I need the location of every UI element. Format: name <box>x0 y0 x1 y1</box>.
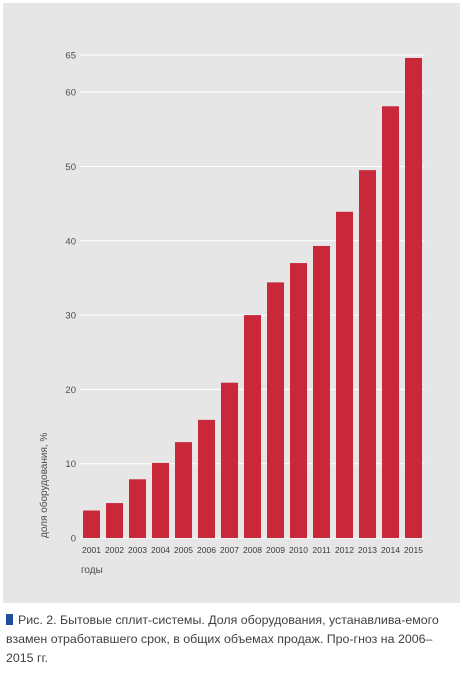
bar-2008 <box>243 315 262 538</box>
bar-2001 <box>82 510 101 538</box>
x-tick-label-2006: 2006 <box>197 545 216 555</box>
bar-2013 <box>358 170 377 538</box>
x-tick-label-2008: 2008 <box>243 545 262 555</box>
bar-2004 <box>151 462 170 538</box>
bar-2006 <box>197 419 216 538</box>
bars <box>82 57 423 538</box>
x-tick-labels: 2001 2002 2003 2004 2005 2006 2007 2008 2009 2010… <box>82 545 423 555</box>
bar-chart: 0 10 20 30 40 50 60 65 2001 2002 2003 2004 2005 2006… <box>38 51 425 576</box>
y-tick-label-60: 60 <box>65 88 76 99</box>
bar-2010 <box>289 263 308 538</box>
x-tick-label-2003: 2003 <box>128 545 147 555</box>
bar-2009 <box>266 282 285 538</box>
chart-panel: 0 10 20 30 40 50 60 65 2001 2002 2003 2004 2005 2006… <box>3 3 460 603</box>
x-tick-label-2001: 2001 <box>82 545 101 555</box>
caption-text: Рис. 2. Бытовые сплит-системы. Доля обор… <box>6 613 439 665</box>
x-tick-label-2014: 2014 <box>381 545 400 555</box>
x-tick-label-2004: 2004 <box>151 545 170 555</box>
y-tick-labels: 0 10 20 30 40 50 60 65 <box>65 51 76 545</box>
bar-2014 <box>381 106 400 538</box>
y-tick-label-20: 20 <box>65 385 76 396</box>
bar-2007 <box>220 382 239 538</box>
x-tick-label-2010: 2010 <box>289 545 308 555</box>
y-tick-label-50: 50 <box>65 162 76 173</box>
bar-2012 <box>335 211 354 538</box>
x-axis-label: годы <box>81 565 103 576</box>
x-tick-label-2015: 2015 <box>404 545 423 555</box>
bar-2011 <box>312 245 331 538</box>
y-tick-label-0: 0 <box>71 534 76 545</box>
x-tick-label-2002: 2002 <box>105 545 124 555</box>
x-tick-label-2012: 2012 <box>335 545 354 555</box>
bar-2002 <box>105 503 124 538</box>
y-tick-label-65: 65 <box>65 51 76 62</box>
x-tick-label-2005: 2005 <box>174 545 193 555</box>
bar-2015 <box>404 57 423 538</box>
x-tick-label-2013: 2013 <box>358 545 377 555</box>
caption-marker-icon <box>6 614 13 625</box>
y-tick-label-30: 30 <box>65 311 76 322</box>
figure-caption: Рис. 2. Бытовые сплит-системы. Доля обор… <box>6 611 456 668</box>
bar-2003 <box>128 479 147 538</box>
x-tick-label-2009: 2009 <box>266 545 285 555</box>
x-tick-label-2007: 2007 <box>220 545 239 555</box>
y-axis-label: доля оборудования, % <box>38 433 50 538</box>
x-tick-label-2011: 2011 <box>312 545 331 555</box>
y-tick-label-40: 40 <box>65 236 76 247</box>
y-tick-label-10: 10 <box>65 459 76 470</box>
bar-2005 <box>174 442 193 538</box>
